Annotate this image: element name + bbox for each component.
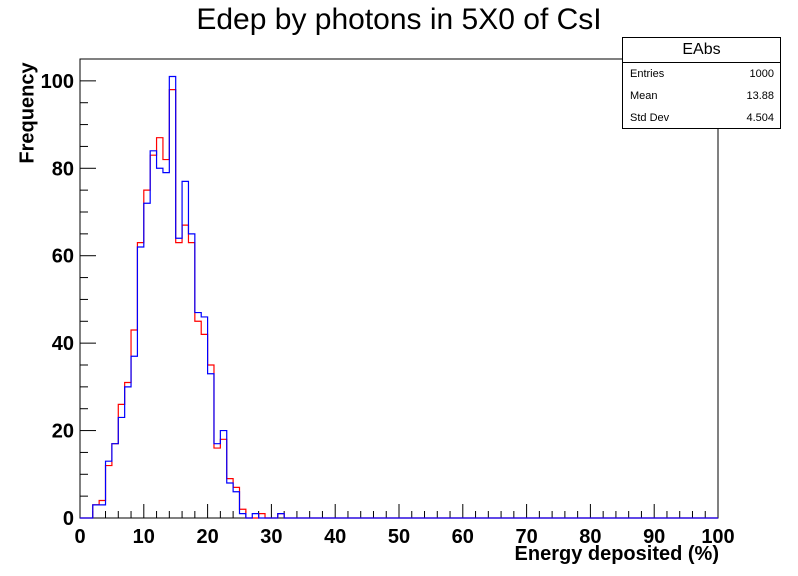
stats-value: 13.88 xyxy=(746,90,774,102)
y-tick-label: 100 xyxy=(41,71,74,93)
stats-row-entries: Entries 1000 xyxy=(623,63,780,85)
histogram-series-layer xyxy=(80,75,718,519)
y-tick-label: 60 xyxy=(52,246,74,268)
y-tick-label: 0 xyxy=(63,508,74,530)
x-tick-label: 90 xyxy=(643,526,665,548)
x-tick-label: 20 xyxy=(196,526,218,548)
stats-label: Mean xyxy=(630,90,658,102)
x-tick-label: 60 xyxy=(452,526,474,548)
x-tick-label: 10 xyxy=(133,526,155,548)
stats-row-mean: Mean 13.88 xyxy=(623,85,780,107)
stats-value: 4.504 xyxy=(746,112,774,124)
chart-title: Edep by photons in 5X0 of CsI xyxy=(196,3,602,36)
stats-box: EAbs Entries 1000 Mean 13.88 Std Dev 4.5… xyxy=(622,37,781,129)
x-tick-label: 70 xyxy=(515,526,537,548)
x-tick-label: 50 xyxy=(388,526,410,548)
stats-label: Entries xyxy=(630,68,665,80)
x-tick-label: 30 xyxy=(260,526,282,548)
stats-row-std-dev: Std Dev 4.504 xyxy=(623,107,780,129)
x-tick-label: 0 xyxy=(74,526,85,548)
histogram-series-1 xyxy=(80,75,718,519)
axis-ticks-layer xyxy=(79,58,719,519)
x-axis-label: Energy deposited (%) xyxy=(514,543,719,565)
stats-value: 1000 xyxy=(749,68,774,80)
x-tick-label: 40 xyxy=(324,526,346,548)
x-tick-label: 80 xyxy=(579,526,601,548)
stats-label: Std Dev xyxy=(630,112,670,124)
y-tick-label: 20 xyxy=(52,421,74,443)
y-tick-label: 80 xyxy=(52,158,74,180)
y-tick-label: 40 xyxy=(52,333,74,355)
stats-box-title: EAbs xyxy=(623,38,780,63)
tick-labels-layer: 0 10 20 30 40 50 60 70 80 90 100 0 20 40 60 80 100 xyxy=(41,71,735,548)
x-tick-label: 100 xyxy=(701,526,734,548)
y-axis-label: Frequency xyxy=(16,62,39,164)
